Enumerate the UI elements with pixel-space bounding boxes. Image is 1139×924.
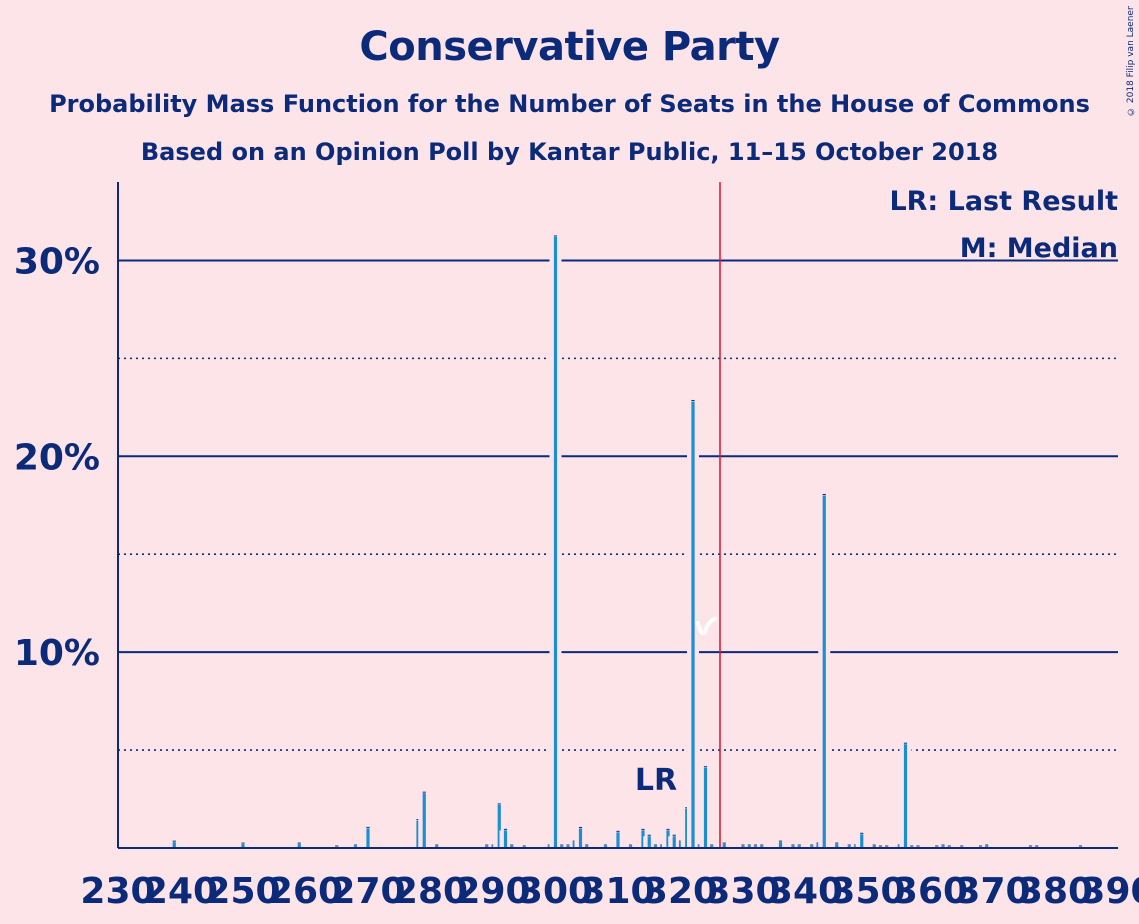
- x-tick-label: 380: [1018, 871, 1093, 912]
- chart-title: Conservative Party: [359, 24, 780, 70]
- x-tick-label: 310: [580, 871, 655, 912]
- bar: [666, 830, 670, 848]
- bar: [297, 844, 301, 848]
- x-tick-label: 320: [643, 871, 718, 912]
- bar: [672, 836, 676, 848]
- bar: [822, 495, 826, 848]
- bar: [366, 828, 370, 848]
- x-tick-label: 360: [893, 871, 968, 912]
- x-tick-label: 240: [143, 871, 218, 912]
- last-result-label: LR: [635, 763, 677, 798]
- legend-last-result: LR: Last Result: [889, 186, 1118, 217]
- x-tick-label: 260: [268, 871, 343, 912]
- x-tick-label: 390: [1080, 871, 1139, 912]
- bar: [416, 820, 420, 848]
- bar: [722, 844, 726, 848]
- bar: [903, 744, 908, 848]
- bar: [422, 793, 426, 848]
- bar: [241, 844, 245, 848]
- median-marker: [695, 616, 718, 636]
- x-tick-label: 230: [80, 871, 155, 912]
- x-tick-label: 370: [955, 871, 1030, 912]
- bar: [578, 828, 583, 848]
- bar: [778, 842, 783, 848]
- x-tick-label: 290: [455, 871, 530, 912]
- x-tick-label: 350: [830, 871, 905, 912]
- bar: [685, 808, 689, 848]
- bar: [503, 830, 508, 848]
- bar: [835, 844, 839, 848]
- bar: [641, 830, 645, 848]
- bar: [691, 401, 695, 848]
- bar: [678, 842, 683, 848]
- y-tick-label: 20%: [14, 437, 100, 478]
- x-tick-label: 280: [393, 871, 468, 912]
- bar: [816, 844, 820, 848]
- y-tick-label: 30%: [14, 241, 100, 282]
- x-tick-label: 250: [205, 871, 280, 912]
- bar: [497, 804, 501, 848]
- x-tick-label: 340: [768, 871, 843, 912]
- bar: [703, 767, 708, 848]
- legend-median: M: Median: [960, 233, 1118, 264]
- y-tick-label: 10%: [14, 633, 100, 674]
- chart-subtitle-poll: Based on an Opinion Poll by Kantar Publi…: [140, 138, 999, 166]
- bar: [647, 836, 651, 848]
- x-tick-label: 330: [705, 871, 780, 912]
- bar: [616, 832, 620, 848]
- bar: [860, 834, 864, 848]
- bar: [553, 236, 558, 848]
- bar: [172, 842, 176, 848]
- x-tick-label: 270: [330, 871, 405, 912]
- bar: [572, 842, 576, 848]
- chart-subtitle: Probability Mass Function for the Number…: [49, 90, 1090, 118]
- x-tick-label: 300: [518, 871, 593, 912]
